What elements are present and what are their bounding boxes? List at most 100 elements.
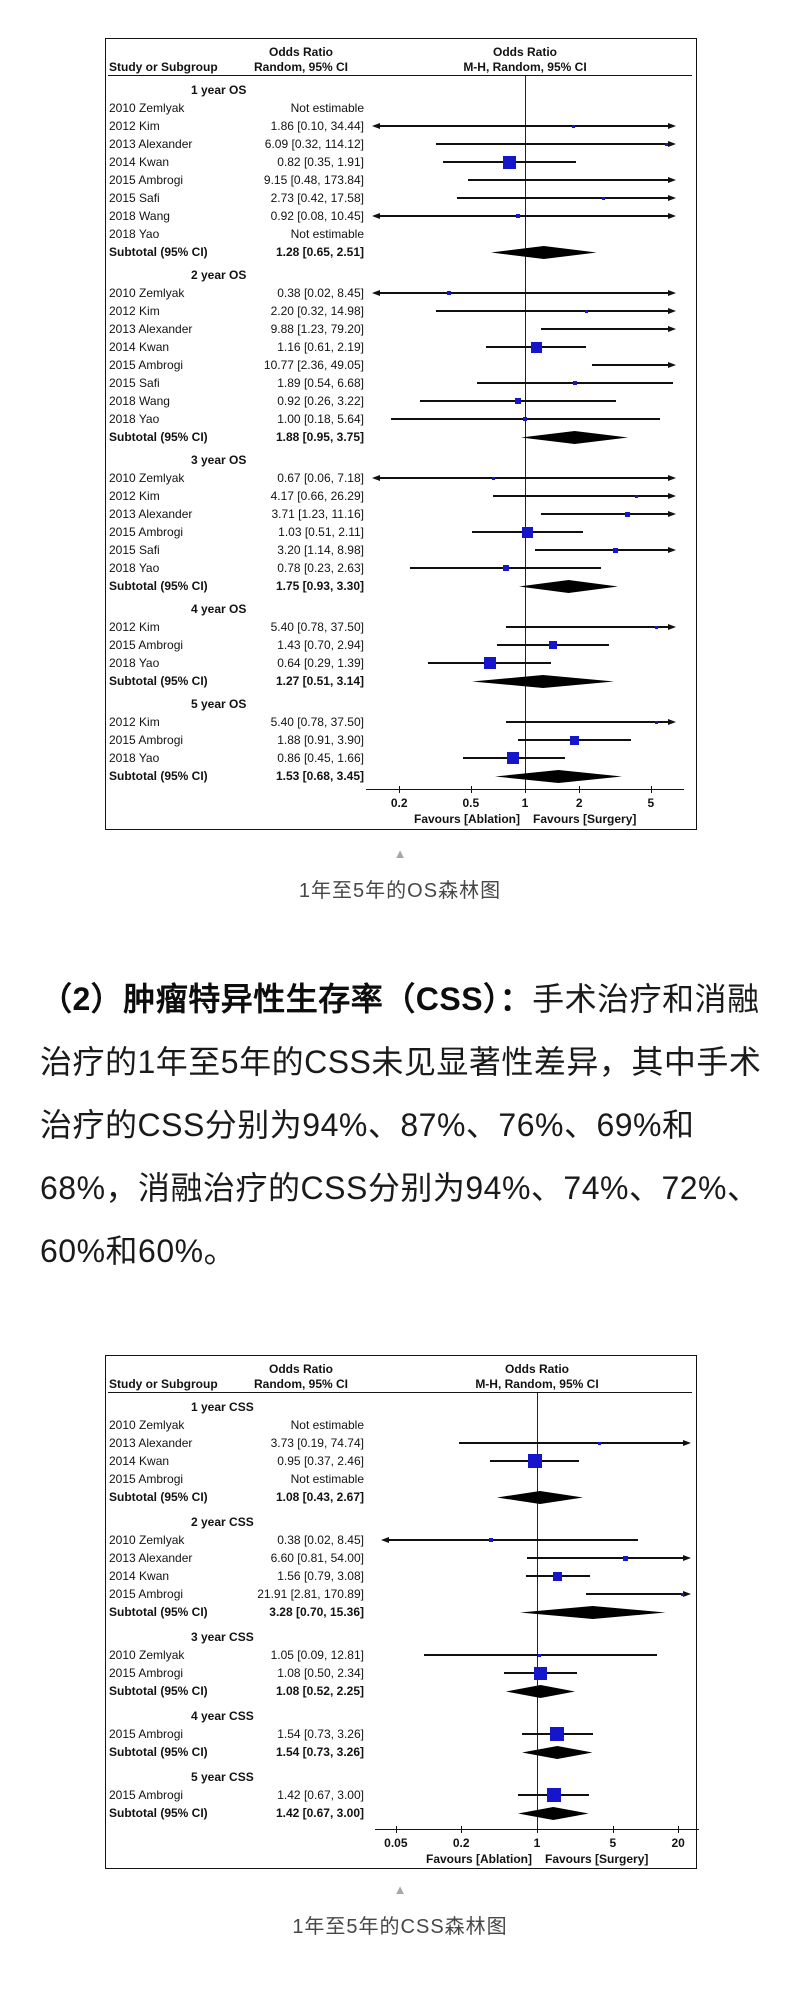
subtotal-label: Subtotal (95% CI): [109, 430, 208, 444]
header-underline: [108, 1392, 692, 1394]
ci-value: Not estimable: [290, 1472, 364, 1486]
ci-arrow-right: [668, 510, 676, 517]
effect-square: [537, 1653, 541, 1657]
figure2-caption-block: ▲ 1年至5年的CSS森林图: [0, 1882, 800, 1939]
ci-value: 4.17 [0.66, 26.29]: [270, 489, 364, 503]
ci-value: 3.71 [1.23, 11.16]: [271, 507, 364, 521]
subgroup-label: 2 year CSS: [191, 1515, 254, 1529]
ci-value: Not estimable: [290, 227, 364, 241]
ci-line: [389, 1539, 638, 1541]
ci-value: 0.92 [0.08, 10.45]: [270, 209, 364, 223]
study-label: 2014 Kwan: [109, 340, 170, 354]
favours-ablation-label: Favours [Ablation]: [425, 1852, 532, 1866]
study-label: 2014 Kwan: [109, 155, 170, 169]
subtotal-diamond: [506, 1684, 576, 1703]
ci-value: 0.86 [0.45, 1.66]: [277, 751, 364, 765]
column-header: Study or Subgroup: [109, 1377, 218, 1391]
effect-square: [484, 657, 497, 669]
subtotal-diamond: [497, 1490, 584, 1509]
subtotal-diamond: [522, 1745, 593, 1764]
study-label: 2018 Yao: [109, 227, 160, 241]
effect-square: [624, 511, 630, 517]
ci-arrow-right: [668, 122, 676, 129]
axis-tick-label: 5: [609, 1836, 617, 1850]
ci-value: 1.08 [0.43, 2.67]: [275, 1490, 364, 1504]
ci-value: 1.88 [0.91, 3.90]: [277, 733, 364, 747]
ci-line: [492, 495, 668, 497]
ci-value: 1.75 [0.93, 3.30]: [275, 579, 364, 593]
effect-square: [502, 155, 516, 169]
effect-square: [572, 124, 575, 128]
ci-value: 10.77 [2.36, 49.05]: [263, 358, 364, 372]
study-label: 2015 Ambrogi: [109, 1788, 184, 1802]
effect-square: [516, 214, 521, 218]
body-paragraph: （2）肿瘤特异性生存率（CSS）：手术治疗和消融治疗的1年至5年的CSS未见显著…: [40, 968, 764, 1283]
ci-line: [457, 197, 668, 199]
effect-square: [492, 476, 496, 480]
effect-square: [664, 142, 668, 146]
study-label: 2010 Zemlyak: [109, 1418, 185, 1432]
study-label: 2015 Ambrogi: [109, 1666, 184, 1680]
effect-square: [585, 309, 589, 313]
effect-square: [523, 417, 527, 421]
ci-value: 1.28 [0.65, 2.51]: [275, 245, 364, 259]
ci-value: 2.20 [0.32, 14.98]: [270, 304, 364, 318]
subgroup-label: 5 year CSS: [191, 1770, 254, 1784]
study-label: 2010 Zemlyak: [109, 471, 185, 485]
ci-value: 0.95 [0.37, 2.46]: [277, 1454, 364, 1468]
ci-value: 0.78 [0.23, 2.63]: [277, 561, 364, 575]
subgroup-label: 3 year CSS: [191, 1630, 254, 1644]
ci-arrow-right: [668, 718, 676, 725]
axis-tick: [537, 1826, 539, 1833]
study-label: 2014 Kwan: [109, 1454, 170, 1468]
effect-square: [635, 494, 639, 498]
subgroup-label: 1 year OS: [191, 83, 247, 97]
subtotal-label: Subtotal (95% CI): [109, 1806, 208, 1820]
ci-arrow-left: [381, 1536, 389, 1543]
ci-value: 0.64 [0.29, 1.39]: [277, 656, 364, 670]
study-label: 2012 Kim: [109, 119, 160, 133]
subtotal-diamond: [520, 1605, 666, 1624]
column-header: Study or Subgroup: [109, 60, 218, 74]
axis-tick: [525, 786, 527, 793]
study-label: 2015 Ambrogi: [109, 1587, 184, 1601]
study-label: 2010 Zemlyak: [109, 101, 185, 115]
ci-line: [458, 1442, 683, 1444]
study-label: 2010 Zemlyak: [109, 1533, 185, 1547]
os-forest-plot: Odds Ratio Odds Ratio Study or Subgroup Ran…: [105, 38, 697, 830]
collapse-triangle-icon[interactable]: ▲: [393, 846, 407, 861]
ci-value: 5.40 [0.78, 37.50]: [270, 715, 364, 729]
axis-tick-label: 0.5: [462, 796, 480, 810]
axis-tick-label: 1: [533, 1836, 541, 1850]
subtotal-label: Subtotal (95% CI): [109, 674, 208, 688]
subtotal-diamond: [519, 579, 619, 598]
ci-line: [541, 513, 668, 515]
axis-tick-label: 0.05: [384, 1836, 408, 1850]
ci-value: Not estimable: [290, 101, 364, 115]
subgroup-label: 2 year OS: [191, 268, 247, 282]
ci-arrow-left: [372, 474, 380, 481]
study-label: 2018 Wang: [109, 394, 170, 408]
ci-arrow-left: [372, 289, 380, 296]
ci-value: Not estimable: [290, 1418, 364, 1432]
study-label: 2013 Alexander: [109, 137, 193, 151]
effect-square: [550, 1727, 565, 1741]
ci-arrow-right: [683, 1439, 691, 1446]
column-header: Odds Ratio: [504, 1362, 569, 1376]
effect-square: [602, 196, 605, 200]
effect-square: [572, 381, 577, 385]
ci-arrow-right: [668, 176, 676, 183]
ci-arrow-right: [668, 474, 676, 481]
ci-line: [467, 179, 668, 181]
ci-line: [592, 364, 668, 366]
study-label: 2015 Safi: [109, 376, 160, 390]
ci-arrow-right: [683, 1590, 691, 1597]
column-header: Odds Ratio: [268, 1362, 333, 1376]
study-label: 2013 Alexander: [109, 1551, 193, 1565]
study-label: 2010 Zemlyak: [109, 1648, 185, 1662]
ci-value: 1.43 [0.70, 2.94]: [277, 638, 364, 652]
collapse-triangle-icon[interactable]: ▲: [393, 1882, 407, 1897]
study-label: 2018 Yao: [109, 751, 160, 765]
effect-square: [527, 1454, 542, 1468]
ci-value: 6.60 [0.81, 54.00]: [270, 1551, 364, 1565]
